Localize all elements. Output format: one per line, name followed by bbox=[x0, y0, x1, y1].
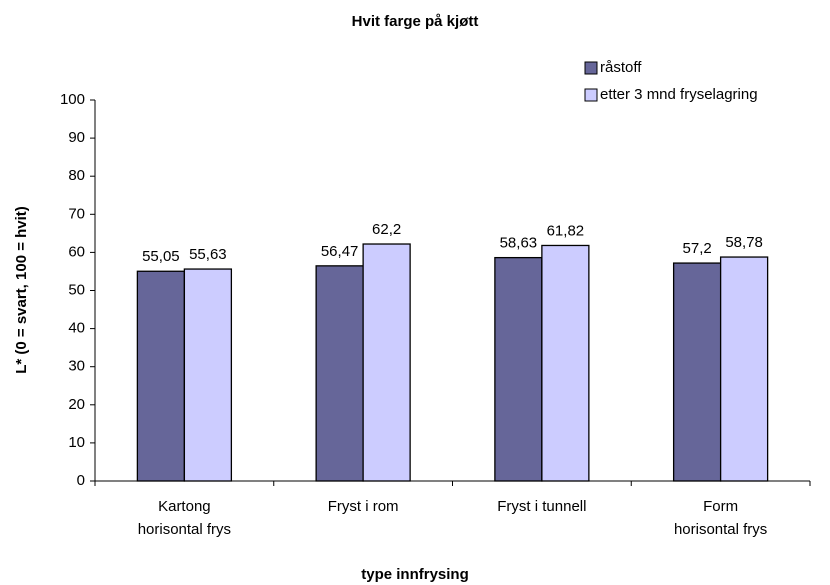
y-tick-label: 20 bbox=[68, 396, 85, 413]
legend-label: råstoff bbox=[600, 59, 642, 76]
legend-label: etter 3 mnd fryselagring bbox=[600, 86, 758, 103]
data-label: 58,63 bbox=[500, 235, 538, 252]
y-tick-label: 50 bbox=[68, 281, 85, 298]
y-tick-label: 30 bbox=[68, 358, 85, 375]
data-label: 55,05 bbox=[142, 248, 180, 265]
y-tick-label: 80 bbox=[68, 167, 85, 184]
data-label: 55,63 bbox=[189, 246, 227, 263]
x-axis-title: type innfrysing bbox=[361, 566, 469, 583]
y-tick-label: 90 bbox=[68, 129, 85, 146]
data-label: 61,82 bbox=[547, 222, 585, 239]
bar bbox=[719, 256, 769, 482]
x-tick-label: Kartong horisontal frys bbox=[137, 498, 232, 538]
data-label: 58,78 bbox=[725, 234, 763, 251]
bar bbox=[136, 270, 186, 482]
x-tick-label: Fryst i rom bbox=[327, 498, 399, 515]
bar bbox=[183, 268, 233, 482]
y-tick-label: 0 bbox=[77, 472, 85, 489]
data-label: 56,47 bbox=[321, 243, 359, 260]
y-tick-label: 60 bbox=[68, 243, 85, 260]
y-tick-label: 10 bbox=[68, 434, 85, 451]
data-label: 62,2 bbox=[372, 221, 401, 238]
y-tick-label: 70 bbox=[68, 205, 85, 222]
legend-swatch bbox=[584, 61, 598, 75]
y-axis-title: L* (0 = svart, 100 = hvit) bbox=[13, 206, 30, 374]
bar bbox=[672, 262, 722, 482]
bar bbox=[362, 243, 411, 482]
y-tick-label: 100 bbox=[60, 91, 85, 108]
bar bbox=[494, 256, 543, 482]
y-tick-label: 40 bbox=[68, 320, 85, 337]
chart-title: Hvit farge på kjøtt bbox=[352, 13, 479, 30]
x-tick-label: Form horisontal frys bbox=[673, 498, 768, 538]
legend-swatch bbox=[584, 88, 598, 102]
x-tick-label: Fryst i tunnell bbox=[497, 498, 587, 515]
bar bbox=[315, 265, 364, 482]
bar bbox=[541, 244, 590, 482]
data-label: 57,2 bbox=[683, 240, 712, 257]
